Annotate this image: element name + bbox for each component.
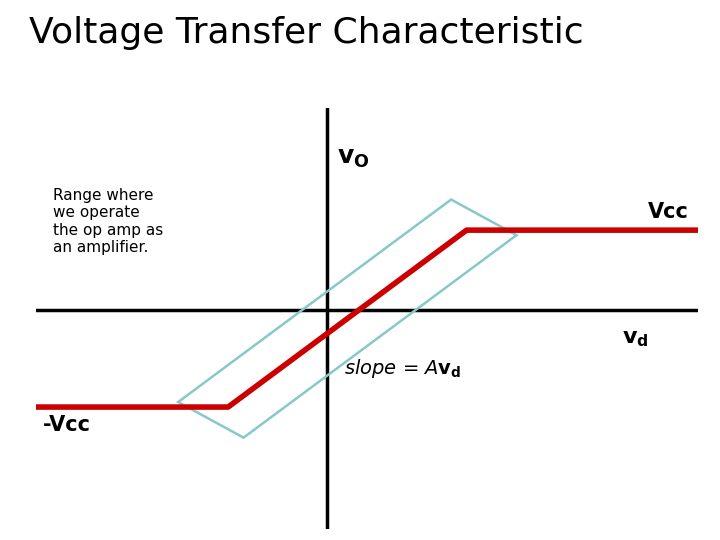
Text: Voltage Transfer Characteristic: Voltage Transfer Characteristic bbox=[29, 16, 583, 50]
Text: $\bf{v}_O$: $\bf{v}_O$ bbox=[338, 146, 370, 170]
Text: slope = A$\bf{v}_d$: slope = A$\bf{v}_d$ bbox=[344, 356, 462, 380]
Text: $\bf{v}_d$: $\bf{v}_d$ bbox=[622, 329, 649, 349]
Text: -Vcc: -Vcc bbox=[42, 415, 91, 435]
Text: Range where
we operate
the op amp as
an amplifier.: Range where we operate the op amp as an … bbox=[53, 188, 163, 255]
Text: Vcc: Vcc bbox=[647, 202, 688, 222]
